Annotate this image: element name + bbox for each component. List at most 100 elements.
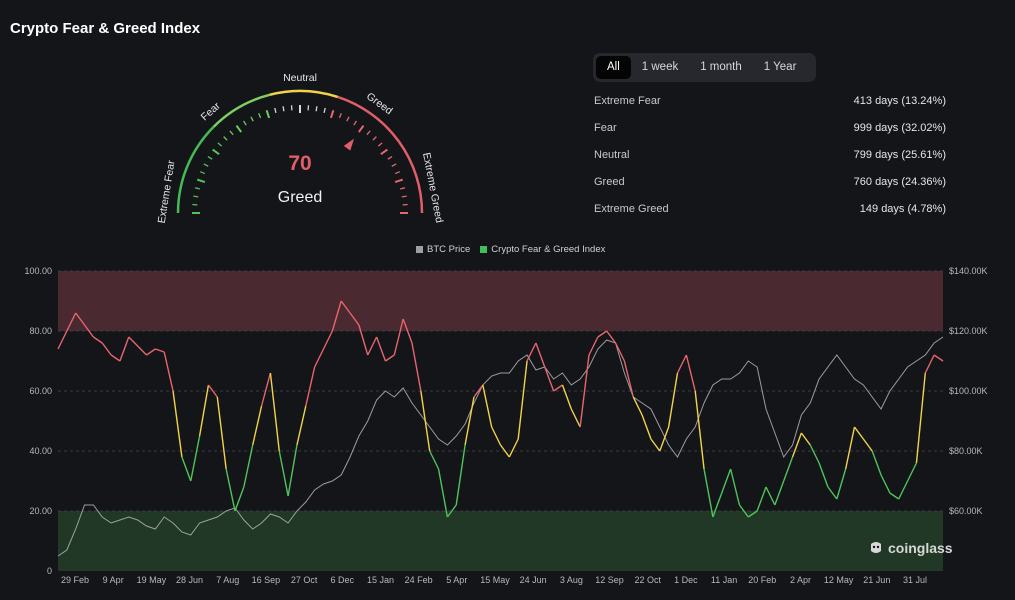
gauge-tick xyxy=(354,121,357,125)
gauge-tick xyxy=(275,108,276,113)
gauge-tick xyxy=(331,110,333,118)
fear-greed-segment xyxy=(509,439,518,457)
stat-label: Fear xyxy=(594,121,617,148)
gauge-zone-label: Extreme Greed xyxy=(420,152,445,224)
gauge-tick xyxy=(347,117,349,121)
fear-greed-segment xyxy=(324,331,333,349)
x-tick-label: 20 Feb xyxy=(748,575,776,585)
fear-greed-segment xyxy=(412,343,421,391)
fear-greed-segment xyxy=(421,391,430,451)
watermark-text: coinglass xyxy=(888,540,953,556)
fear-greed-segment xyxy=(182,457,191,481)
fear-greed-segment xyxy=(262,373,271,406)
fear-greed-segment xyxy=(235,487,244,511)
legend-item-index[interactable]: Crypto Fear & Greed Index xyxy=(480,244,605,255)
fear-greed-segment xyxy=(828,487,837,499)
gauge-tick xyxy=(359,126,364,132)
fear-greed-segment xyxy=(722,469,731,493)
coinglass-watermark: coinglass xyxy=(868,540,953,556)
fear-greed-segment xyxy=(784,457,793,481)
gauge-arc-segment xyxy=(270,91,338,97)
stat-value: 149 days (4.78%) xyxy=(860,202,946,229)
y-right-tick-label: $100.00K xyxy=(949,386,988,396)
fear-greed-segment xyxy=(757,487,766,511)
fear-greed-segment xyxy=(377,337,386,361)
stat-row-extreme-fear: Extreme Fear 413 days (13.24%) xyxy=(594,94,946,121)
fear-greed-segment xyxy=(518,361,527,439)
legend-item-btc[interactable]: BTC Price xyxy=(416,244,470,255)
fear-greed-segment xyxy=(908,463,917,481)
gauge-tick xyxy=(388,157,392,160)
fear-greed-segment xyxy=(669,373,678,427)
gauge-tick xyxy=(400,188,405,189)
stats-list: Extreme Fear 413 days (13.24%) Fear 999 … xyxy=(594,94,946,229)
fear-greed-segment xyxy=(624,361,633,397)
stat-row-greed: Greed 760 days (24.36%) xyxy=(594,175,946,202)
stat-value: 760 days (24.36%) xyxy=(854,175,946,202)
gauge-tick xyxy=(251,117,253,121)
fear-greed-segment xyxy=(554,385,563,391)
fear-greed-segment xyxy=(297,406,306,445)
fear-greed-segment xyxy=(474,385,483,397)
gauge-tick xyxy=(218,143,222,146)
legend-swatch xyxy=(480,246,487,253)
fear-greed-segment xyxy=(678,355,687,373)
gauge-tick xyxy=(324,108,325,113)
y-right-tick-label: $140.00K xyxy=(949,266,988,276)
y-left-tick-label: 100.00 xyxy=(24,266,52,276)
fear-greed-segment xyxy=(191,436,200,481)
gauge-tick xyxy=(230,131,233,135)
x-tick-label: 21 Jun xyxy=(863,575,890,585)
tab-1-month[interactable]: 1 month xyxy=(689,56,753,79)
range-tabs: All 1 week 1 month 1 Year xyxy=(593,53,816,82)
fear-greed-segment xyxy=(253,406,262,445)
fear-greed-segment xyxy=(872,451,881,475)
y-left-tick-label: 0 xyxy=(47,566,52,576)
tab-all[interactable]: All xyxy=(596,56,631,79)
fear-greed-segment xyxy=(147,349,156,355)
fear-greed-segment xyxy=(562,385,571,409)
fear-greed-segment xyxy=(217,397,226,469)
gauge-tick xyxy=(204,164,208,166)
x-tick-label: 24 Jun xyxy=(520,575,547,585)
stat-label: Greed xyxy=(594,175,625,202)
fear-greed-segment xyxy=(111,355,120,361)
y-right-tick-label: $120.00K xyxy=(949,326,988,336)
y-right-tick-label: $60.00K xyxy=(949,506,983,516)
fear-greed-segment xyxy=(793,433,802,457)
x-tick-label: 22 Oct xyxy=(634,575,661,585)
tab-1-week[interactable]: 1 week xyxy=(631,56,689,79)
fear-greed-segment xyxy=(598,331,607,337)
gauge-tick xyxy=(195,188,200,189)
fear-greed-segment xyxy=(916,373,925,463)
gauge-tick xyxy=(339,113,341,118)
x-tick-label: 1 Dec xyxy=(674,575,698,585)
fear-greed-segment xyxy=(686,355,695,391)
fear-greed-segment xyxy=(704,469,713,517)
stat-label: Neutral xyxy=(594,148,629,175)
fear-greed-segment xyxy=(288,445,297,496)
gauge-tick xyxy=(208,157,212,160)
fear-greed-segment xyxy=(899,481,908,499)
gauge-tick xyxy=(392,164,396,166)
stat-value: 999 days (32.02%) xyxy=(854,121,946,148)
fear-greed-segment xyxy=(120,337,129,361)
gauge-classification: Greed xyxy=(248,189,352,207)
y-left-tick-label: 40.00 xyxy=(29,446,52,456)
tab-1-year[interactable]: 1 Year xyxy=(753,56,808,79)
fear-greed-segment xyxy=(368,337,377,355)
gauge-value: 70 xyxy=(270,152,330,176)
band-extreme-fear xyxy=(58,511,943,571)
fear-greed-segment xyxy=(881,475,890,493)
fear-greed-segment xyxy=(138,346,147,355)
x-tick-label: 11 Jan xyxy=(711,575,737,585)
x-tick-label: 6 Dec xyxy=(331,575,355,585)
fear-greed-segment xyxy=(934,355,943,361)
page-title: Crypto Fear & Greed Index xyxy=(10,20,200,37)
gauge-tick xyxy=(244,121,247,125)
fear-greed-segment xyxy=(642,415,651,439)
gauge-tick xyxy=(259,113,261,118)
fear-greed-segment xyxy=(695,391,704,469)
gauge-arc-segment xyxy=(178,127,214,213)
